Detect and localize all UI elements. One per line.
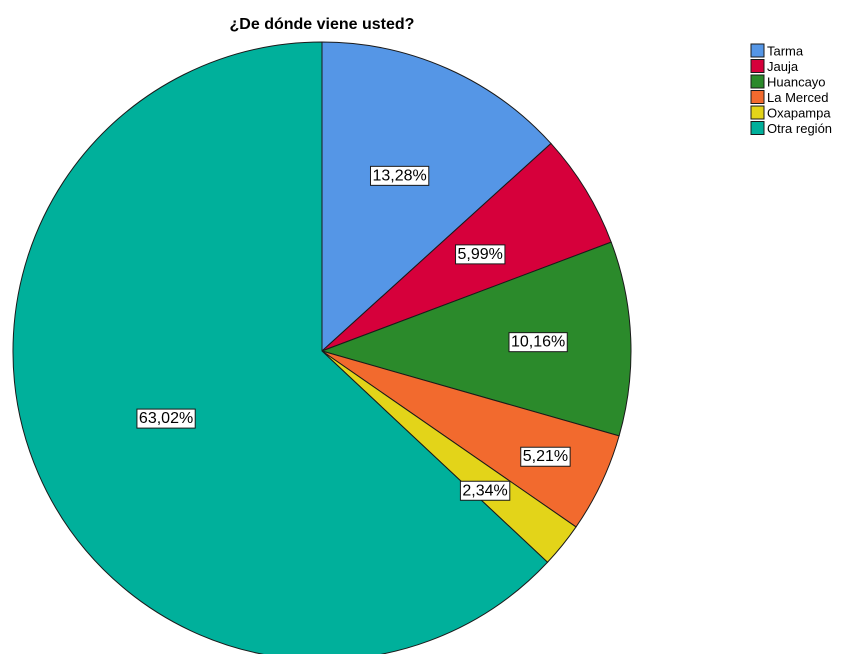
pie-slices (12, 41, 632, 654)
legend-label-oxapampa: Oxapampa (767, 106, 831, 121)
chart-title: ¿De dónde viene usted? (229, 16, 415, 33)
data-label-box-jauja (455, 244, 506, 265)
pie-data-labels: 13,28% 5,99% 10,16% 5,21% 2,34% 63,02% (136, 165, 571, 501)
data-label-otra-region: 63,02% (139, 410, 193, 427)
legend-swatch-jauja (750, 59, 765, 73)
legend-label-la-merced: La Merced (767, 90, 828, 105)
data-label-box-oxapampa (459, 480, 511, 501)
legend-label-tarma: Tarma (767, 44, 804, 59)
legend-swatch-la-merced (750, 90, 765, 104)
data-label-huancayo: 10,16% (511, 334, 565, 351)
legend-label-huancayo: Huancayo (767, 75, 826, 90)
legend-label-otra-region: Otra región (767, 121, 832, 136)
data-label-box-huancayo (508, 332, 568, 353)
data-label-box-la-merced (520, 446, 571, 467)
data-label-box-otra-region (136, 408, 196, 429)
data-label-oxapampa: 2,34% (462, 482, 507, 499)
legend-label-jauja: Jauja (767, 59, 799, 74)
pie-slice-otra-region (12, 41, 549, 654)
data-label-box-tarma (369, 165, 430, 186)
pie-slice-huancayo (320, 241, 632, 437)
data-label-la-merced: 5,21% (523, 448, 568, 465)
data-label-tarma: 13,28% (372, 167, 426, 184)
pie-slice-tarma (321, 41, 552, 353)
legend-swatch-oxapampa (750, 105, 765, 120)
legend-swatch-otra-region (750, 121, 765, 135)
legend-swatch-tarma (750, 43, 765, 58)
data-label-jauja: 5,99% (458, 246, 503, 263)
legend-swatch-huancayo (750, 74, 765, 89)
